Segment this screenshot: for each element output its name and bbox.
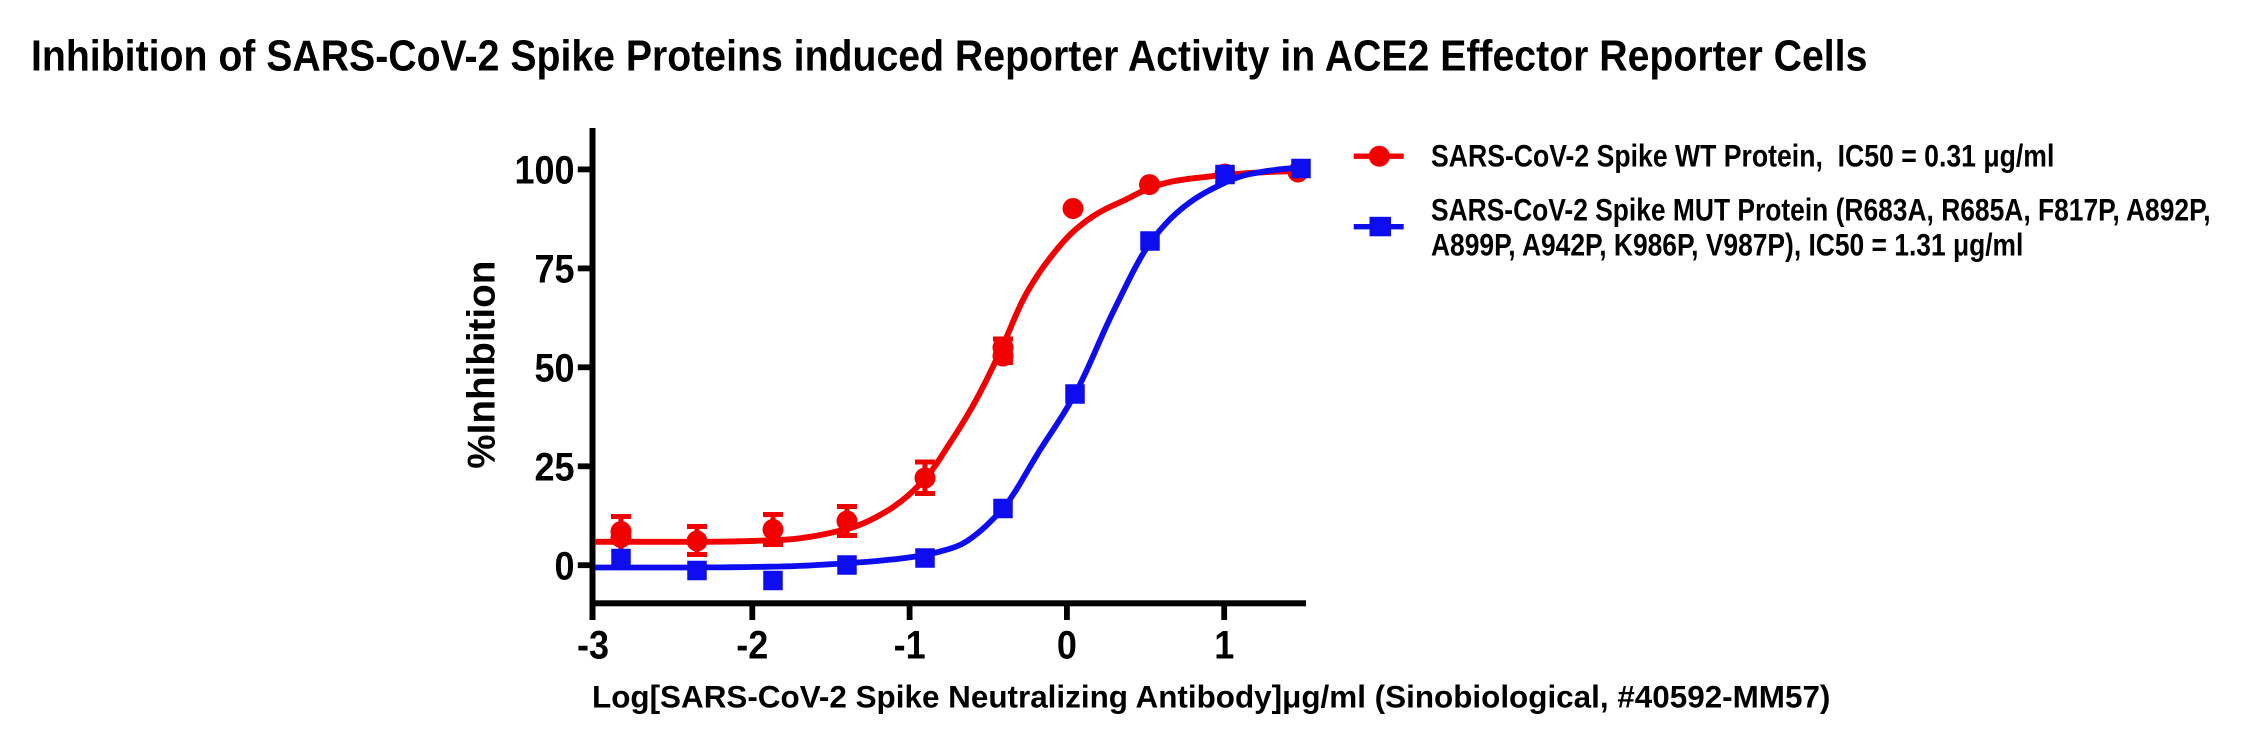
svg-text:SARS-CoV-2 Spike MUT Protein (: SARS-CoV-2 Spike MUT Protein (R683A, R68…	[1431, 193, 2211, 228]
svg-text:-2: -2	[736, 624, 768, 668]
svg-text:25: 25	[534, 446, 574, 490]
svg-text:A899P, A942P, K986P, V987P), I: A899P, A942P, K986P, V987P), IC50 = 1.31…	[1431, 228, 2023, 263]
svg-text:0: 0	[554, 545, 574, 589]
svg-text:75: 75	[534, 248, 574, 292]
svg-text:SARS-CoV-2 Spike WT Protein,: SARS-CoV-2 Spike WT Protein, IC50 = 0.31…	[1431, 139, 2054, 174]
svg-text:Log[SARS-CoV-2 Spike Neutraliz: Log[SARS-CoV-2 Spike Neutralizing Antibo…	[592, 679, 1830, 714]
svg-text:Inhibition of SARS-CoV-2 Spike: Inhibition of SARS-CoV-2 Spike Proteins …	[31, 32, 1867, 80]
svg-text:0: 0	[1057, 624, 1077, 668]
svg-text:100: 100	[514, 149, 574, 193]
svg-text:-3: -3	[577, 624, 609, 668]
svg-text:50: 50	[534, 347, 574, 391]
svg-text:%Inhibition: %Inhibition	[460, 261, 503, 469]
svg-text:-1: -1	[894, 624, 926, 668]
svg-text:1: 1	[1214, 624, 1234, 668]
